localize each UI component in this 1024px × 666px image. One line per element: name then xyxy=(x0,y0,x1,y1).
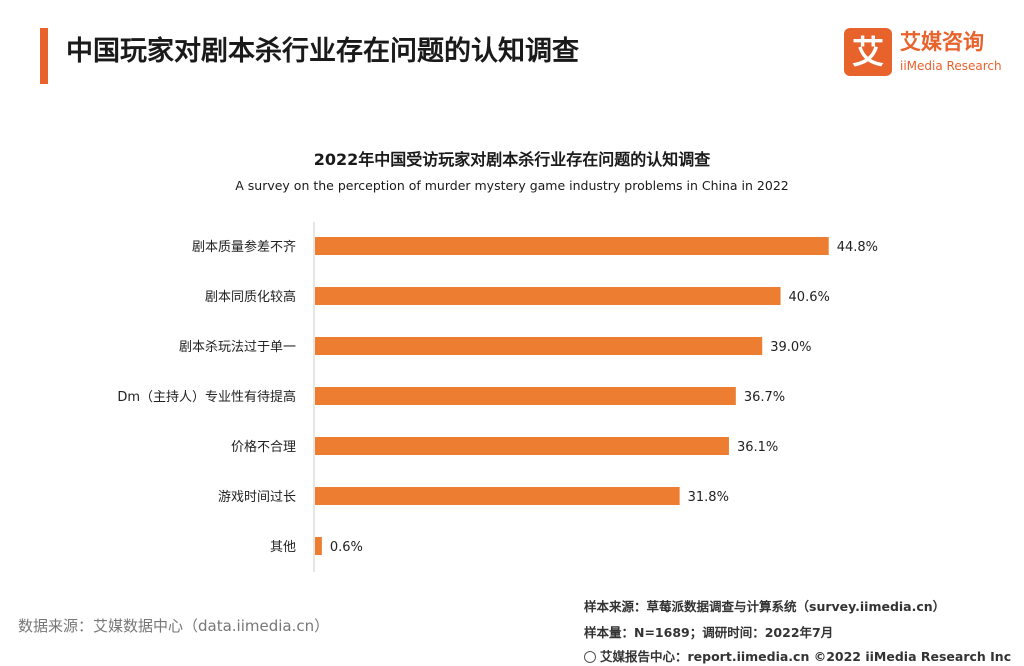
chart-subtitle: A survey on the perception of murder mys… xyxy=(235,178,789,193)
category-label: 剧本质量参差不齐 xyxy=(192,239,296,255)
data-label: 0.6% xyxy=(330,540,363,555)
data-label: 36.1% xyxy=(737,440,778,455)
report-center-icon xyxy=(584,651,596,663)
logo-chinese-name: 艾媒咨询 xyxy=(900,30,984,54)
data-label: 39.0% xyxy=(770,340,811,355)
logo-english-name: iiMedia Research xyxy=(900,59,1002,73)
data-source-note: 数据来源：艾媒数据中心（data.iimedia.cn） xyxy=(18,617,330,635)
bar xyxy=(315,437,729,455)
category-label: Dm（主持人）专业性有待提高 xyxy=(117,389,296,405)
bar xyxy=(315,387,736,405)
title-accent-bar xyxy=(40,28,48,84)
category-label: 剧本同质化较高 xyxy=(205,289,296,305)
footer-text: 艾媒报告中心：report.iimedia.cn ©2022 iiMedia R… xyxy=(600,649,1012,664)
chart-title: 2022年中国受访玩家对剧本杀行业存在问题的认知调查 xyxy=(313,150,711,169)
page-title: 中国玩家对剧本杀行业存在问题的认知调查 xyxy=(66,36,579,67)
footer-note: 艾媒报告中心：report.iimedia.cn ©2022 iiMedia R… xyxy=(584,646,1011,665)
bar xyxy=(315,537,322,555)
logo-mark-icon: 艾 xyxy=(844,28,892,76)
category-label: 价格不合理 xyxy=(231,439,296,455)
category-label: 游戏时间过长 xyxy=(218,490,296,505)
category-label: 剧本杀玩法过于单一 xyxy=(179,340,296,355)
data-label: 44.8% xyxy=(837,240,878,255)
bar xyxy=(315,337,763,355)
bar xyxy=(315,487,680,505)
sample-source-note: 样本来源：草莓派数据调查与计算系统（survey.iimedia.cn） xyxy=(584,599,946,614)
iimedia-logo: 艾 艾媒咨询 iiMedia Research xyxy=(844,28,1014,80)
data-label: 31.8% xyxy=(688,490,729,505)
bar xyxy=(315,237,829,255)
sample-size-note: 样本量：N=1689；调研时间：2022年7月 xyxy=(584,625,834,640)
data-label: 40.6% xyxy=(789,290,830,305)
bar xyxy=(315,287,781,305)
data-label: 36.7% xyxy=(744,390,785,405)
category-label: 其他 xyxy=(270,540,296,555)
